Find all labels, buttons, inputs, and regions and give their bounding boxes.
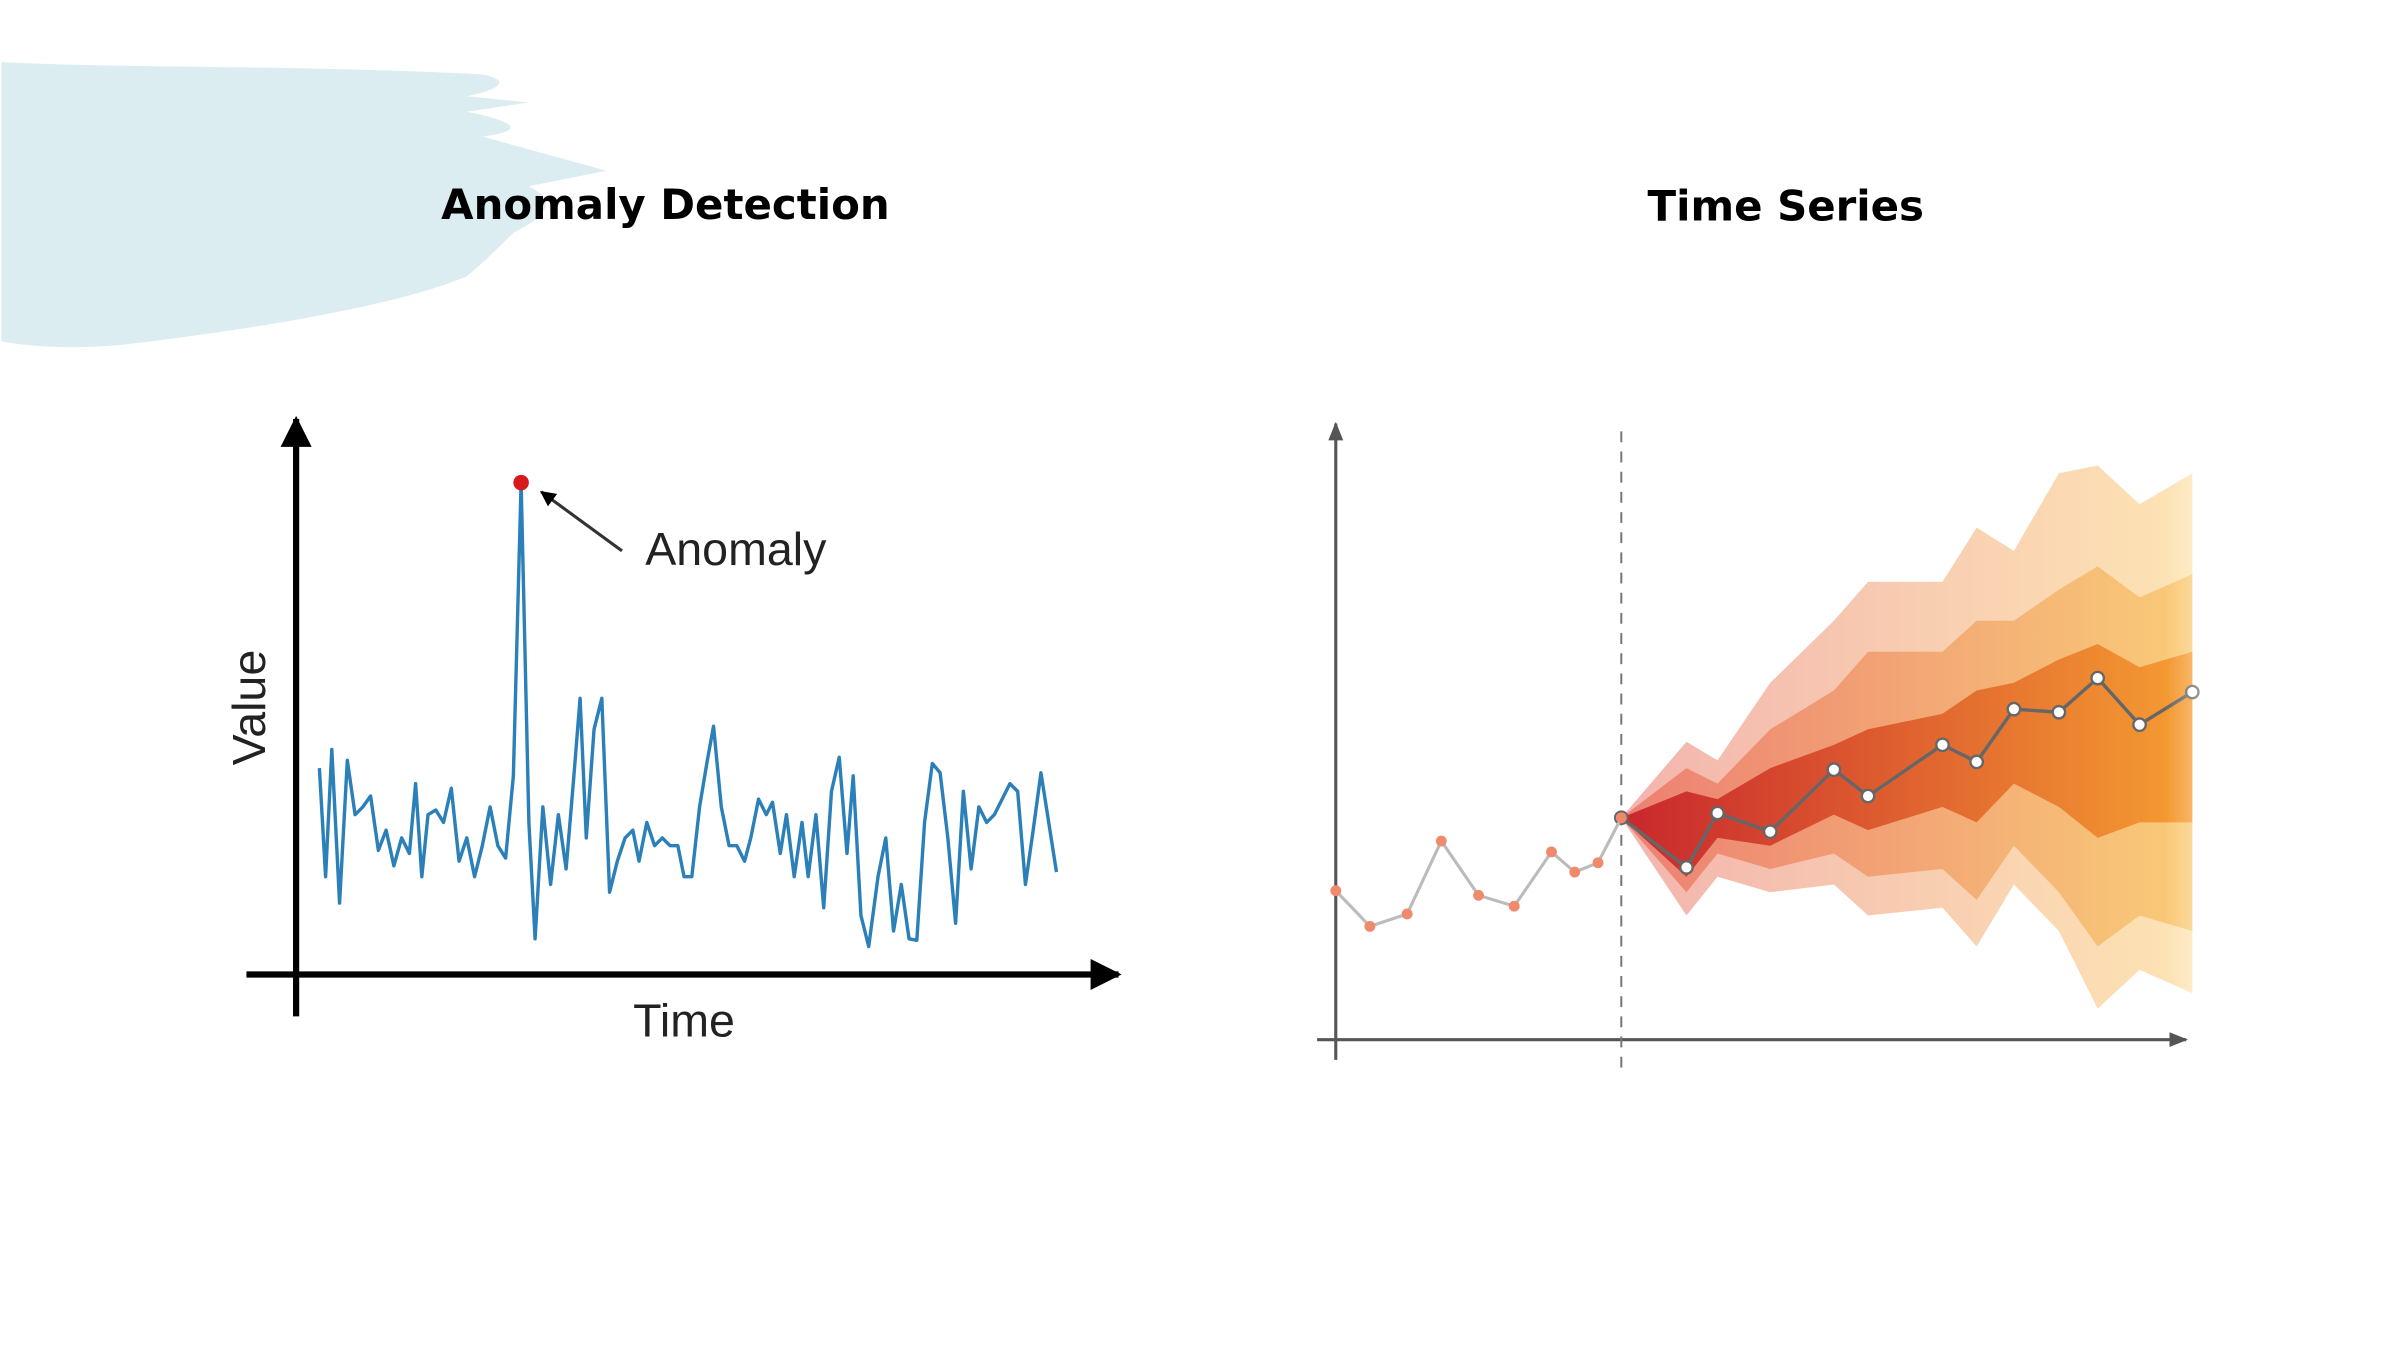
annotation-arrow (540, 490, 623, 553)
forecast-point (1679, 860, 1694, 875)
history-point (1615, 812, 1627, 824)
forecast-point (2132, 717, 2147, 733)
forecast-point (2051, 704, 2067, 720)
chart-title: Anomaly Detection (441, 180, 889, 229)
history-point (1364, 920, 1376, 932)
chart-title: Time Series (1648, 181, 1924, 230)
history-point (1473, 889, 1484, 901)
y-axis-label: Value (223, 650, 275, 766)
history-point (1546, 846, 1557, 858)
forecast-point (1710, 805, 1725, 821)
history-point (1330, 885, 1342, 897)
forecast-point (2006, 701, 2022, 717)
forecast-point (1969, 754, 1985, 770)
forecast-point (1762, 824, 1778, 840)
history-point (1592, 857, 1604, 869)
anomaly-point (513, 474, 529, 491)
history-line (1334, 817, 1623, 929)
annotation: Anomaly (645, 523, 827, 575)
x-axis-label: Time (633, 995, 735, 1047)
forecast-point (1935, 737, 1950, 753)
history-point (1569, 866, 1581, 878)
forecast-point (2090, 670, 2106, 686)
forecast-point (1860, 788, 1876, 804)
history-point (1435, 835, 1447, 847)
fan-group (1613, 465, 2200, 1009)
uncertainty-band (1621, 643, 2193, 877)
forecast-point (1826, 762, 1842, 778)
history-point (1401, 908, 1413, 920)
forecast-point (2184, 684, 2200, 700)
series-line (317, 480, 1059, 949)
history-point (1508, 900, 1520, 912)
brush-decoration (1, 62, 607, 348)
